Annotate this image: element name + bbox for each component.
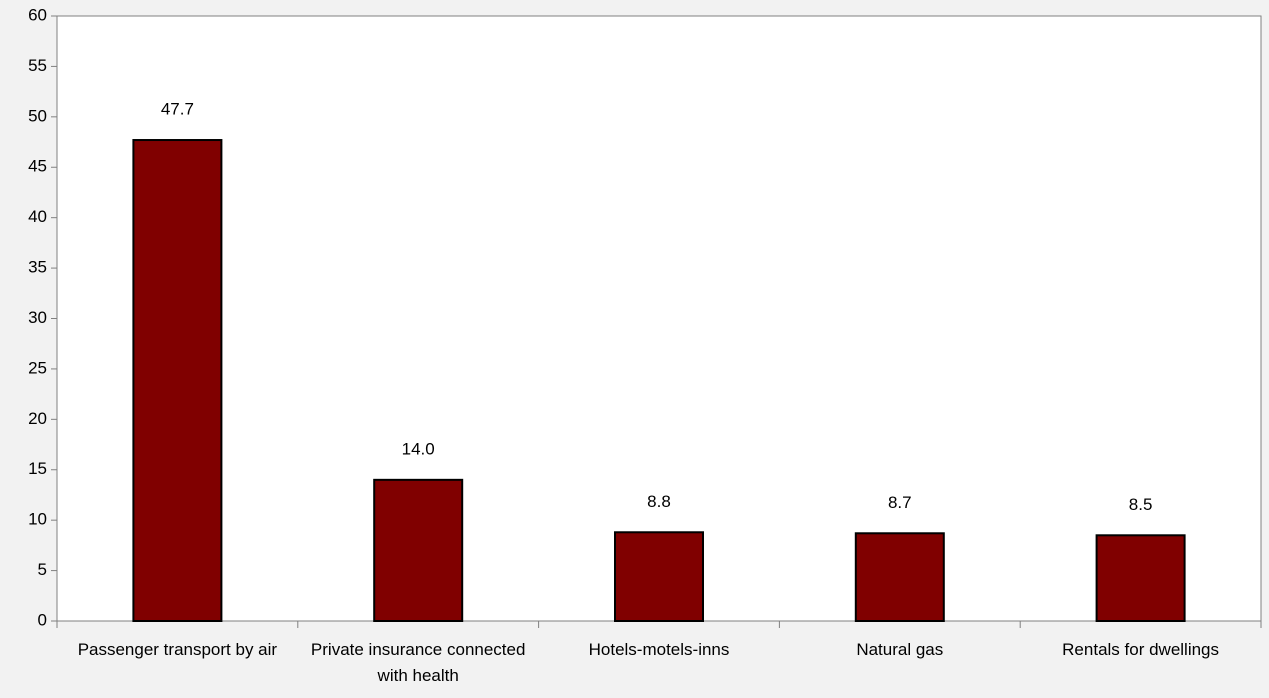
y-tick-label: 15	[28, 459, 47, 478]
y-tick-label: 45	[28, 157, 47, 176]
y-tick-label: 40	[28, 207, 47, 226]
x-tick-label: Passenger transport by air	[77, 640, 278, 659]
y-tick-label: 30	[28, 308, 47, 327]
y-tick-label: 25	[28, 358, 47, 377]
y-tick-label: 20	[28, 409, 47, 428]
y-tick-label: 60	[28, 5, 47, 24]
x-tick-label: Hotels-motels-inns	[588, 640, 730, 659]
x-tick-label: Rentals for dwellings	[1062, 640, 1220, 659]
bar	[614, 531, 704, 622]
bar	[1095, 534, 1186, 623]
bar	[373, 478, 464, 623]
value-label: 8.5	[1129, 495, 1153, 514]
y-tick-label: 5	[38, 560, 47, 579]
y-tick-label: 55	[28, 56, 47, 75]
y-tick-label: 50	[28, 106, 47, 125]
x-tick-label: Private insurance connected with health	[310, 640, 526, 685]
plot-area	[56, 15, 1262, 622]
y-tick-label: 10	[28, 510, 47, 529]
value-label: 47.7	[161, 100, 194, 119]
x-tick-label: Natural gas	[856, 640, 944, 659]
y-tick-label: 35	[28, 258, 47, 277]
y-tick-label: 0	[38, 610, 47, 629]
bar	[854, 532, 945, 623]
value-label: 8.8	[647, 492, 671, 511]
value-label: 8.7	[888, 493, 912, 512]
bar	[132, 139, 223, 622]
value-label: 14.0	[402, 439, 435, 458]
